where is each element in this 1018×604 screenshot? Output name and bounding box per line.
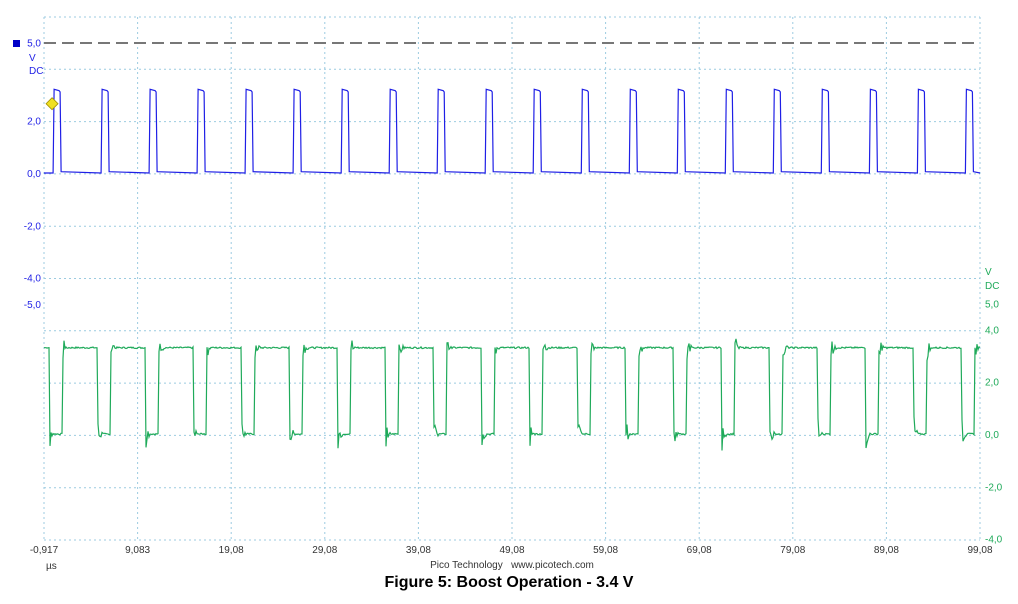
channel-a-tick-label: -5,0: [24, 300, 42, 311]
figure-caption: Figure 5: Boost Operation - 3.4 V: [384, 574, 634, 591]
channel-a-tick-label: 2,0: [27, 117, 41, 128]
channel-a-tick-label: -2,0: [24, 221, 42, 232]
x-tick-label: 79,08: [780, 545, 805, 556]
x-tick-label: 89,08: [874, 545, 899, 556]
x-unit-label: µs: [46, 561, 57, 572]
x-tick-labels: -0,917 9,083 19,08 29,08 39,08 49,08 59,08 69,0…: [30, 545, 993, 556]
channel-b-axis: 5,0 4,0 2,0 0,0 -2,0 -4,0 V DC: [985, 267, 1003, 546]
channel-a-trace: [44, 88, 981, 174]
x-tick-label: 39,08: [406, 545, 431, 556]
x-tick-label: 59,08: [593, 545, 618, 556]
x-tick-label: -0,917: [30, 545, 59, 556]
x-tick-label: 9,083: [125, 545, 150, 556]
channel-b-tick-label: 2,0: [985, 378, 999, 389]
channel-a-axis: 5,0 2,0 0,0 -2,0 -4,0 -5,0 V DC: [24, 38, 44, 311]
x-tick-label: 49,08: [499, 545, 524, 556]
x-tick-label: 29,08: [312, 545, 337, 556]
channel-b-trace: [44, 338, 981, 451]
grid: [43, 16, 981, 541]
x-tick-label: 19,08: [219, 545, 244, 556]
channel-a-tick-label: 0,0: [27, 169, 41, 180]
channel-b-tick-label: -2,0: [985, 482, 1003, 493]
channel-a-tick-label: 5,0: [27, 38, 41, 49]
x-tick-label: 69,08: [687, 545, 712, 556]
footer-text: Pico Technology www.picotech.com: [430, 560, 594, 571]
channel-b-tick-label: 5,0: [985, 299, 999, 310]
x-tick-label: 99,08: [967, 545, 992, 556]
channel-a-marker: [13, 40, 20, 47]
channel-a-unit: V: [29, 53, 36, 64]
channel-b-unit: V: [985, 267, 992, 278]
channel-a-coupling: DC: [29, 66, 43, 77]
trigger-marker-icon[interactable]: [45, 97, 59, 111]
channel-b-tick-label: 0,0: [985, 430, 999, 441]
channel-b-tick-label: -4,0: [985, 535, 1003, 546]
channel-a-tick-label: -4,0: [24, 274, 42, 285]
channel-b-tick-label: 4,0: [985, 325, 999, 336]
channel-b-coupling: DC: [985, 281, 999, 292]
